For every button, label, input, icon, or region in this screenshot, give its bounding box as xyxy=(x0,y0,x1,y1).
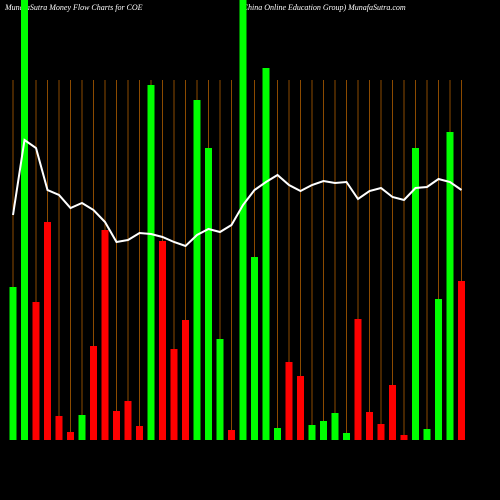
bar xyxy=(55,416,63,440)
chart-title: MunafaSutra Money Flow Charts for COE xyxy=(4,3,143,12)
bar xyxy=(331,413,339,440)
bar xyxy=(251,257,258,440)
bar xyxy=(113,411,120,440)
bar xyxy=(400,435,408,440)
bar xyxy=(193,100,201,440)
bar xyxy=(136,426,143,440)
bar xyxy=(9,287,17,440)
chart-subtitle: (China Online Education Group) MunafaSut… xyxy=(240,3,406,12)
bar xyxy=(320,421,327,440)
money-flow-line xyxy=(12,138,463,248)
bar xyxy=(262,68,270,440)
bar xyxy=(147,85,155,440)
bar xyxy=(159,241,166,440)
bar xyxy=(458,281,465,440)
bar xyxy=(21,0,28,440)
bar xyxy=(32,302,40,440)
bar xyxy=(67,432,74,440)
bar xyxy=(423,429,431,440)
bar xyxy=(239,0,247,440)
bar xyxy=(182,320,189,440)
bar xyxy=(228,430,235,440)
bar xyxy=(101,230,109,440)
bar xyxy=(297,376,304,440)
bar xyxy=(90,346,97,440)
bar xyxy=(78,415,86,440)
bar xyxy=(216,339,224,440)
bar xyxy=(377,424,385,440)
bar xyxy=(205,148,212,440)
bar xyxy=(124,401,132,440)
bar xyxy=(354,319,362,440)
bar xyxy=(343,433,350,440)
bar xyxy=(285,362,293,440)
bar xyxy=(44,222,51,440)
bar xyxy=(274,428,281,440)
bar xyxy=(366,412,373,440)
bar xyxy=(435,299,442,440)
bar xyxy=(412,148,419,440)
bar xyxy=(170,349,178,440)
bar xyxy=(308,425,316,440)
bar xyxy=(389,385,396,440)
bar xyxy=(446,132,454,440)
